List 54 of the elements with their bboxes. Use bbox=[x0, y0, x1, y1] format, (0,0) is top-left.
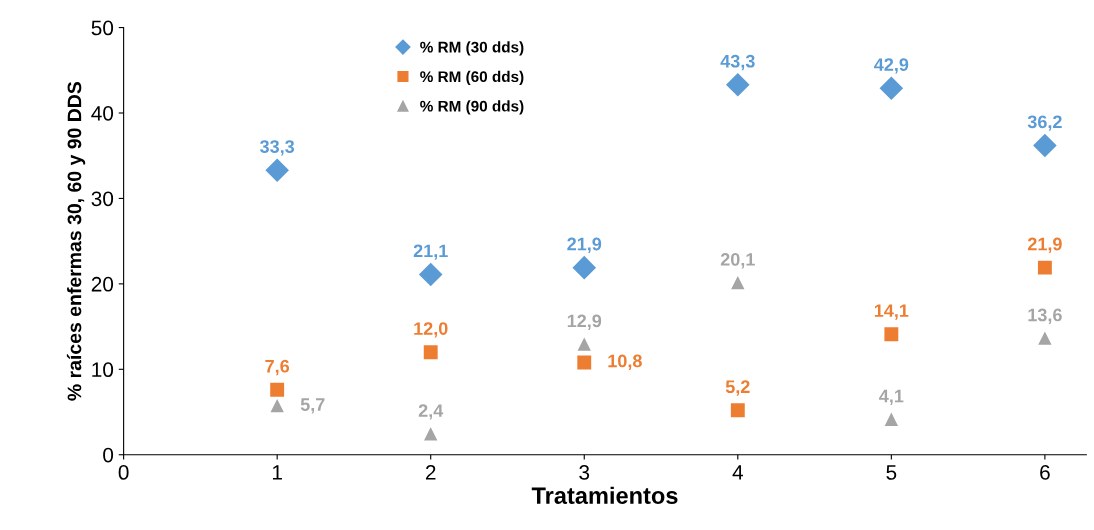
data-label: 10,8 bbox=[608, 354, 642, 370]
data-label: 4,1 bbox=[879, 389, 904, 406]
x-tick-label: 3 bbox=[579, 465, 590, 480]
point bbox=[270, 399, 284, 413]
y-axis-title: % raíces enfermas 30, 60 y 90 DDS bbox=[66, 81, 86, 401]
x-tick-label: 1 bbox=[272, 465, 282, 480]
data-label: 7,6 bbox=[265, 359, 290, 376]
data-label: 13,6 bbox=[1028, 308, 1062, 324]
point bbox=[1037, 260, 1052, 275]
point bbox=[424, 427, 437, 441]
point bbox=[578, 338, 591, 351]
point bbox=[1033, 133, 1057, 157]
data-label: 43,3 bbox=[720, 54, 755, 71]
data-label: 12,9 bbox=[567, 314, 602, 330]
x-tick-label: 5 bbox=[886, 465, 897, 480]
legend-label: % RM (60 dds) bbox=[420, 70, 524, 86]
point bbox=[577, 355, 592, 370]
point bbox=[270, 382, 285, 397]
point bbox=[885, 413, 898, 426]
point bbox=[731, 276, 745, 290]
data-label: 20,1 bbox=[720, 252, 755, 269]
data-label: 42,9 bbox=[874, 58, 909, 74]
x-tick-label: 4 bbox=[732, 465, 743, 480]
data-label: 5,2 bbox=[725, 380, 750, 396]
y-tick-label: 0 bbox=[103, 447, 114, 463]
x-axis-title: Tratamientos bbox=[531, 486, 678, 504]
point bbox=[726, 73, 750, 97]
point bbox=[423, 345, 438, 360]
data-label: 33,3 bbox=[260, 140, 295, 156]
y-tick-label: 50 bbox=[91, 20, 114, 36]
x-tick-label: 6 bbox=[1040, 465, 1050, 480]
y-tick-label: 10 bbox=[92, 362, 114, 378]
data-label: 21,9 bbox=[1027, 237, 1062, 254]
data-label: 14,1 bbox=[874, 304, 909, 320]
data-label: 12,0 bbox=[414, 322, 448, 338]
data-label: 21,9 bbox=[567, 237, 602, 254]
y-tick-label: 30 bbox=[91, 191, 114, 207]
point bbox=[572, 256, 596, 280]
legend-label: % RM (30 dds) bbox=[420, 41, 524, 56]
y-tick-label: 40 bbox=[91, 106, 114, 121]
point bbox=[884, 327, 899, 342]
y-tick-label: 20 bbox=[91, 276, 114, 292]
x-tick-label: 0 bbox=[118, 465, 129, 480]
x-tick-label: 2 bbox=[425, 465, 436, 480]
point bbox=[419, 262, 443, 286]
point bbox=[879, 76, 903, 100]
legend-label: % RM (90 dds) bbox=[420, 100, 524, 115]
data-label: 2,4 bbox=[418, 404, 444, 420]
point bbox=[730, 403, 745, 418]
data-label: 5,7 bbox=[300, 398, 325, 414]
data-label: 21,1 bbox=[413, 244, 448, 260]
data-label: 36,2 bbox=[1027, 115, 1062, 131]
point bbox=[1038, 332, 1052, 345]
point bbox=[265, 158, 289, 182]
